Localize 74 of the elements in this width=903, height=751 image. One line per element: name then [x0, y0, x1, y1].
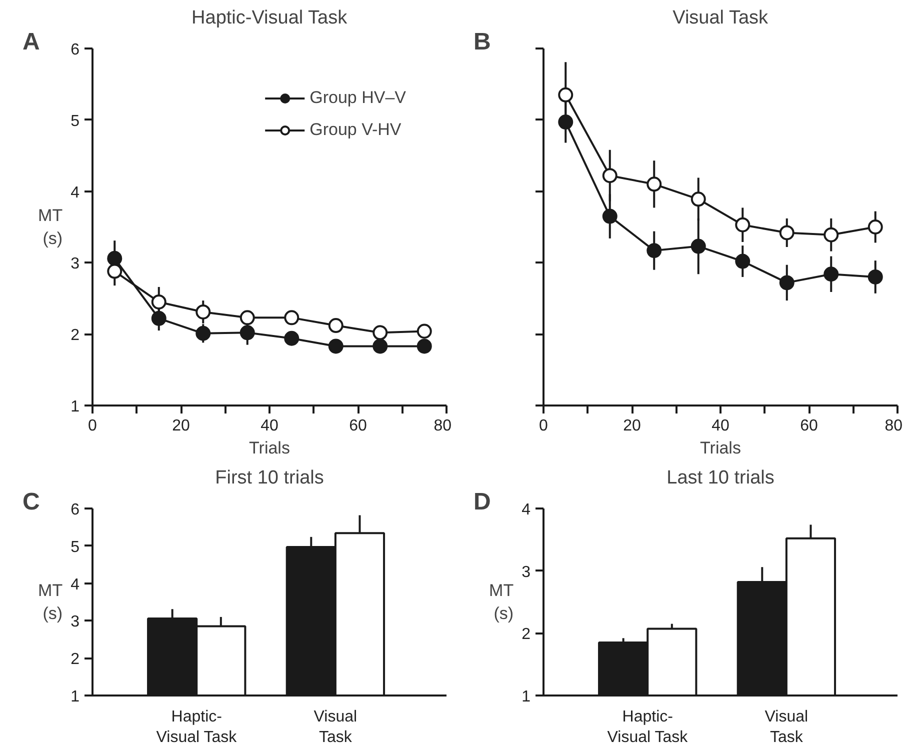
point: [868, 220, 883, 234]
x-tick-label: Visual Task: [314, 708, 358, 746]
x-tick-label: Visual Task: [764, 708, 808, 746]
y-tick-label: 2: [70, 651, 80, 668]
x-axis-title: Trials: [249, 438, 290, 458]
point: [735, 217, 750, 232]
point: [372, 338, 388, 354]
x-tick-label: 80: [884, 418, 903, 434]
point: [240, 325, 255, 340]
y-tick-label: 2: [522, 626, 531, 644]
point: [735, 254, 750, 269]
x-tick-label: Haptic- Visual Task: [156, 708, 238, 746]
y-axis-title: MT (s): [38, 206, 63, 248]
text: B: [474, 28, 491, 56]
y-tick-label: 4: [522, 502, 531, 518]
point: [824, 227, 839, 242]
point: [328, 318, 344, 334]
x-tick-label: 40: [260, 418, 278, 434]
x-tick-label: 80: [434, 418, 452, 434]
point: [372, 325, 388, 340]
point: [416, 338, 432, 354]
point: [779, 225, 794, 240]
chart-title: Last 10 trials: [666, 468, 774, 488]
x-tick-label: 40: [712, 418, 730, 434]
point: [196, 304, 211, 320]
point: [151, 294, 166, 310]
y-tick-label: 6: [70, 42, 80, 58]
text: A: [22, 28, 40, 56]
text: D: [474, 488, 491, 516]
y-tick-label: 5: [70, 538, 80, 556]
text: C: [22, 488, 40, 516]
point: [690, 192, 706, 207]
legend-label: Group HV–V: [310, 88, 406, 108]
y-tick-label: 3: [70, 256, 80, 273]
y-tick-label: 3: [522, 564, 531, 581]
y-tick-label: 1: [70, 398, 80, 416]
point: [416, 324, 432, 339]
point: [779, 275, 794, 290]
y-tick-label: 3: [70, 614, 80, 631]
x-tick-label: 20: [623, 418, 641, 434]
point: [646, 243, 662, 258]
point: [240, 310, 255, 326]
chart-title: Haptic-Visual Task: [192, 8, 348, 28]
y-axis-title: MT (s): [38, 581, 63, 623]
point: [824, 266, 839, 282]
legend-label: Group V-HV: [310, 120, 402, 140]
chart-title: Visual Task: [672, 8, 769, 28]
y-tick-label: 4: [70, 184, 80, 202]
point: [151, 310, 166, 326]
x-tick-label: 20: [172, 418, 190, 434]
x-tick-label: 0: [539, 418, 548, 434]
y-tick-label: 1: [522, 688, 531, 706]
point: [558, 87, 574, 102]
point: [328, 338, 344, 354]
point: [690, 238, 706, 254]
x-tick-label: 60: [800, 418, 818, 434]
point: [602, 208, 618, 224]
point: [107, 264, 122, 279]
y-tick-label: 1: [70, 688, 80, 706]
x-tick-label: Haptic- Visual Task: [607, 708, 689, 746]
y-tick-label: 2: [70, 327, 80, 344]
y-tick-label: 5: [70, 112, 80, 130]
point: [868, 269, 883, 284]
y-tick-label: 6: [70, 502, 80, 518]
point: [602, 168, 618, 184]
y-tick-label: 4: [70, 576, 80, 594]
chart-title: First 10 trials: [215, 468, 324, 488]
x-axis-title: Trials: [700, 438, 741, 458]
point: [284, 310, 300, 326]
x-tick-label: 0: [88, 418, 98, 434]
point: [646, 176, 662, 192]
point: [284, 330, 300, 346]
y-axis-title: MT (s): [489, 581, 514, 623]
x-tick-label: 60: [349, 418, 367, 434]
